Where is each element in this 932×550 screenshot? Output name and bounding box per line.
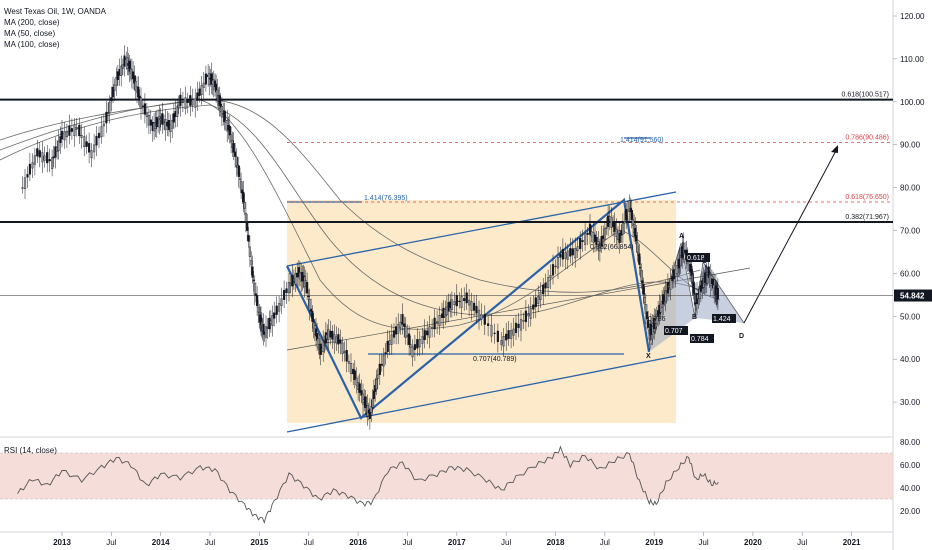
- price-tick-label: 30.00: [900, 398, 921, 407]
- chart-title: West Texas Oil, 1W, OANDA: [4, 7, 106, 16]
- price-tick-label: 40.00: [900, 355, 921, 364]
- candle-wicks: [22, 45, 719, 430]
- time-tick-label: 2020: [744, 538, 762, 547]
- fib-label-0707-support: 0.707(40.789): [473, 356, 517, 363]
- fib-label-0382-mid: 0.382(66.854): [590, 244, 634, 251]
- indicator-ma-100: MA (100, close): [4, 40, 60, 49]
- time-tick-label: 2014: [152, 538, 170, 547]
- level-label-1: 0.382(71.967): [845, 214, 889, 221]
- time-tick-label: Jul: [600, 538, 610, 547]
- time-tick-label: Jul: [797, 538, 807, 547]
- time-tick-label: Jul: [402, 538, 412, 547]
- pattern-point-a: A: [679, 233, 684, 240]
- time-tick-label: 2021: [843, 538, 861, 547]
- pattern-point-c: C: [702, 258, 707, 265]
- price-tick-label: 120.00: [900, 12, 925, 21]
- time-tick-label: 2013: [53, 538, 71, 547]
- time-tick-label: 2019: [645, 538, 663, 547]
- ma-200-line: [0, 99, 701, 293]
- price-tick-label: 90.00: [900, 141, 921, 150]
- price-tick-label: 100.00: [900, 98, 925, 107]
- ratio-0784: 0.784: [691, 336, 709, 343]
- indicator-ma-200: MA (200, close): [4, 18, 60, 27]
- pattern-point-b: B: [692, 314, 697, 321]
- projection-arrow: [743, 146, 839, 324]
- current-price-label: 54.842: [900, 292, 925, 301]
- price-tick-label: 80.00: [900, 184, 921, 193]
- level-label-2: 0.786(90.486): [845, 135, 889, 142]
- time-tick-label: Jul: [106, 538, 116, 547]
- time-tick-label: Jul: [205, 538, 215, 547]
- pattern-point-x: X: [646, 353, 651, 360]
- rsi-tick-label: 40.00: [900, 484, 921, 493]
- price-tick-label: 60.00: [900, 269, 921, 278]
- indicator-ma-50: MA (50, close): [4, 29, 56, 38]
- ratio-0707-bg: [664, 326, 688, 335]
- price-tick-label: 110.00: [900, 55, 924, 64]
- rsi-legend: RSI (14, close): [4, 446, 57, 455]
- fib-label-1414-top: 1.414(91.560): [620, 137, 664, 144]
- pattern-point-d: D: [739, 333, 744, 340]
- ma-50-line: [0, 99, 721, 330]
- rsi-tick-label: 20.00: [900, 507, 921, 516]
- time-tick-label: 2016: [349, 538, 367, 547]
- ma-100-line: [0, 104, 701, 317]
- time-tick-label: Jul: [501, 538, 511, 547]
- ratio-0618-bg: [686, 253, 710, 262]
- ratio-1424: 1.424: [713, 316, 731, 323]
- ratio-0786: 0.786: [648, 316, 666, 323]
- chart-legend: West Texas Oil, 1W, OANDA MA (200, close…: [4, 6, 106, 50]
- pattern-triangle-xab: [649, 243, 695, 352]
- price-tick-label: 70.00: [900, 227, 921, 236]
- level-label-0: 0.618(100.517): [842, 92, 889, 99]
- ratio-0707: 0.707: [665, 328, 683, 335]
- time-tick-label: 2017: [448, 538, 466, 547]
- ratio-1424-bg: [712, 314, 736, 323]
- channel-upper-line: [286, 191, 677, 267]
- time-tick-label: 2018: [547, 538, 565, 547]
- current-price-box: [894, 289, 932, 302]
- projection-arrowhead: [831, 145, 838, 153]
- time-tick-label: Jul: [698, 538, 708, 547]
- channel-lower-line: [286, 355, 677, 433]
- ratio-0784-bg: [690, 334, 714, 343]
- time-tick-label: 2015: [251, 538, 269, 547]
- price-tick-label: 50.00: [900, 312, 921, 321]
- rsi-line: [17, 445, 719, 525]
- ratio-0618: 0.618: [687, 255, 705, 262]
- level-label-3: 0.618(76.650): [845, 194, 889, 201]
- fib-label-1414-left: 1.414(76.395): [364, 195, 408, 202]
- rsi-band: [0, 453, 893, 499]
- time-tick-label: Jul: [304, 538, 314, 547]
- rsi-tick-label: 60.00: [900, 461, 921, 470]
- rsi-tick-label: 80.00: [900, 438, 921, 447]
